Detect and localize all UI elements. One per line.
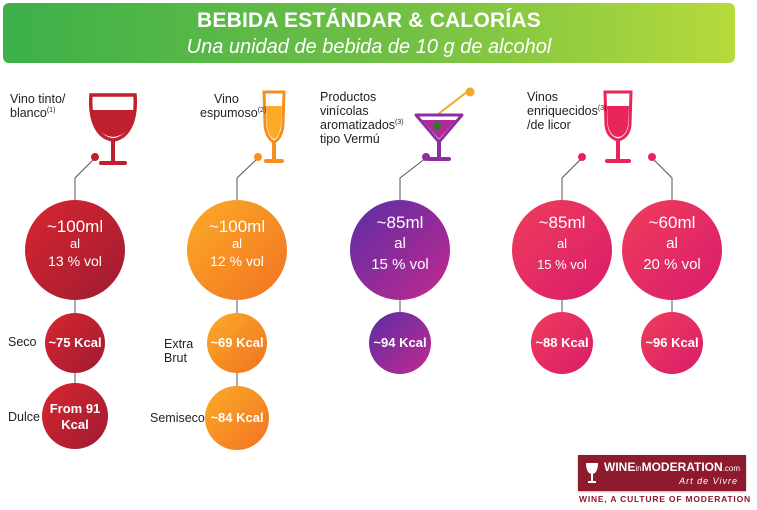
kcal-text-semiseco: ~84 Kcal (210, 410, 264, 425)
kcal-circle-fortified-85 (531, 312, 593, 374)
serving-circle-sparkling (187, 200, 287, 300)
kcal-text-fortified-85: ~88 Kcal (535, 335, 589, 350)
side-label-seco: Seco (8, 335, 37, 349)
logo-glass-icon (586, 463, 598, 483)
category-label-sparkling: Vino espumoso(2) (200, 92, 267, 120)
side-label-semiseco: Semiseco (150, 411, 205, 425)
kcal-circle-fortified-60 (641, 312, 703, 374)
serving-circle-fortified-60 (622, 200, 722, 300)
kcal-text-seco: ~75 Kcal (48, 335, 102, 350)
port-glass-icon (603, 90, 633, 163)
serving-text-sparkling: ~100ml al 12 % vol (208, 217, 266, 269)
wine-glass-icon (89, 93, 137, 165)
side-label-dulce: Dulce (8, 410, 40, 424)
kcal-text-fortified-60: ~96 Kcal (645, 335, 699, 350)
header-banner: BEBIDA ESTÁNDAR & CALORÍAS Una unidad de… (3, 3, 735, 63)
connector-dots (91, 153, 656, 161)
kcal-circle-vermouth (369, 312, 431, 374)
logo-wordmark: WINEinMODERATION.com (604, 460, 741, 474)
kcal-circle-dulce (42, 383, 108, 449)
page-subtitle: Una unidad de bebida de 10 g de alcohol (186, 36, 552, 58)
serving-circle-fortified-85 (512, 200, 612, 300)
category-label-fortified: Vinos enriquecidos(3) /de licor (527, 90, 607, 132)
serving-circle-vermouth (350, 200, 450, 300)
serving-text-wine: ~100ml al 13 % vol (46, 217, 104, 269)
martini-glass-icon (414, 87, 475, 161)
serving-text-fortified-85: ~85ml al 15 % vol (537, 213, 587, 272)
champagne-flute-icon (262, 90, 286, 163)
wine-in-moderation-logo: WINEinMODERATION.com Art de Vivre (578, 455, 746, 491)
kcal-circle-extra-brut (207, 313, 267, 373)
serving-text-vermouth: ~85ml al 15 % vol (371, 213, 429, 273)
page-title: BEBIDA ESTÁNDAR & CALORÍAS (197, 9, 541, 32)
category-label-wine: Vino tinto/ blanco(1) (10, 92, 66, 120)
logo-motto: Art de Vivre (679, 476, 738, 486)
kcal-circle-semiseco (205, 386, 269, 450)
kcal-text-vermouth: ~94 Kcal (373, 335, 427, 350)
serving-text-fortified-60: ~60ml al 20 % vol (643, 213, 701, 273)
kcal-text-dulce: From 91 Kcal (49, 401, 101, 432)
logo-tagline: WINE, A CULTURE OF MODERATION (579, 494, 751, 504)
kcal-circle-seco (45, 313, 105, 373)
category-label-vermouth: Productos vinícolas aromatizados(3) tipo… (320, 90, 404, 146)
side-label-extra-brut: Extra Brut (164, 337, 194, 365)
serving-circle-wine (25, 200, 125, 300)
kcal-text-extra-brut: ~69 Kcal (210, 335, 264, 350)
